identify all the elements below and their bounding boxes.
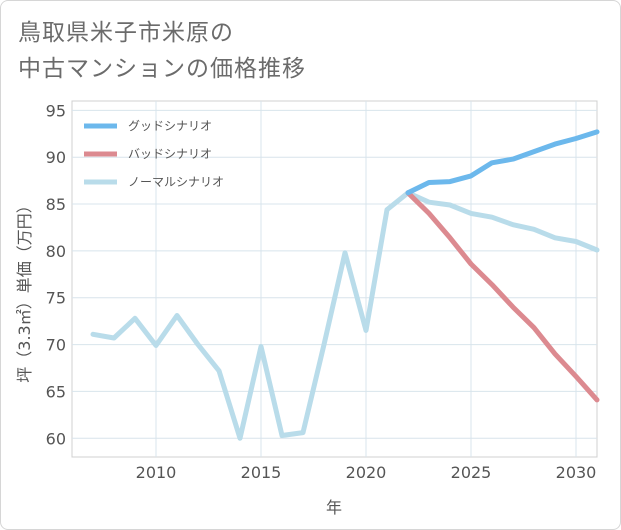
series-line	[90, 190, 600, 441]
y-tick-label: 90	[46, 148, 66, 167]
y-tick-label: 80	[46, 242, 66, 261]
x-tick-label: 2025	[451, 463, 492, 482]
x-tick-label: 2015	[241, 463, 282, 482]
series-line	[405, 129, 600, 196]
y-tick-label: 65	[46, 382, 66, 401]
x-tick-label: 2020	[346, 463, 387, 482]
y-axis-label: 坪（3.3㎡）単価（万円）	[15, 197, 34, 382]
y-tick-label: 75	[46, 289, 66, 308]
y-tick-label: 70	[46, 336, 66, 355]
legend-label: グッドシナリオ	[128, 119, 212, 133]
series-lines	[90, 129, 600, 441]
chart-title: 鳥取県米子市米原の 中古マンションの価格推移	[18, 15, 306, 87]
y-tick-label: 85	[46, 195, 66, 214]
x-tick-label: 2030	[556, 463, 597, 482]
x-axis-label: 年	[326, 498, 342, 517]
tick-labels: 60 65 70 75 80 85 90 95 2010 2015 2020 2025 2030	[46, 101, 597, 482]
title-line-2: 中古マンションの価格推移	[18, 56, 306, 82]
y-tick-label: 60	[46, 429, 66, 448]
title-line-1: 鳥取県米子市米原の	[18, 20, 234, 46]
legend-label: ノーマルシナリオ	[128, 175, 224, 189]
legend-label: バッドシナリオ	[128, 147, 212, 161]
x-tick-label: 2010	[136, 463, 177, 482]
series-line	[405, 190, 600, 403]
y-tick-label: 95	[46, 101, 66, 120]
